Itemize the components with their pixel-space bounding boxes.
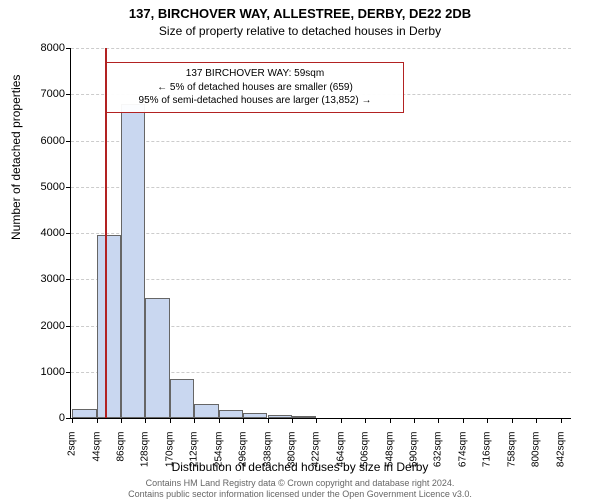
annotation-line: ← 5% of detached houses are smaller (659… bbox=[115, 81, 395, 95]
chart-container: 137, BIRCHOVER WAY, ALLESTREE, DERBY, DE… bbox=[0, 0, 600, 500]
x-tick bbox=[438, 418, 439, 423]
x-tick bbox=[414, 418, 415, 423]
grid-line bbox=[71, 279, 571, 280]
x-tick bbox=[463, 418, 464, 423]
annotation-box: 137 BIRCHOVER WAY: 59sqm← 5% of detached… bbox=[106, 62, 404, 113]
y-tick-label: 8000 bbox=[15, 42, 65, 54]
y-tick bbox=[66, 233, 71, 234]
x-tick bbox=[292, 418, 293, 423]
grid-line bbox=[71, 48, 571, 49]
plot-area: 0100020003000400050006000700080002sqm44s… bbox=[70, 48, 571, 419]
x-tick bbox=[341, 418, 342, 423]
x-tick bbox=[194, 418, 195, 423]
chart-footer: Contains HM Land Registry data © Crown c… bbox=[0, 478, 600, 500]
grid-line bbox=[71, 141, 571, 142]
footer-line2: Contains public sector information licen… bbox=[128, 489, 472, 499]
y-tick bbox=[66, 418, 71, 419]
histogram-bar bbox=[121, 104, 145, 419]
y-tick bbox=[66, 372, 71, 373]
x-tick bbox=[390, 418, 391, 423]
x-tick bbox=[243, 418, 244, 423]
y-tick bbox=[66, 187, 71, 188]
annotation-line: 137 BIRCHOVER WAY: 59sqm bbox=[115, 67, 395, 81]
histogram-bar bbox=[170, 379, 194, 418]
y-tick bbox=[66, 326, 71, 327]
histogram-bar bbox=[72, 409, 96, 418]
x-tick bbox=[72, 418, 73, 423]
y-tick bbox=[66, 94, 71, 95]
y-axis-title: Number of detached properties bbox=[9, 75, 23, 240]
chart-title-main: 137, BIRCHOVER WAY, ALLESTREE, DERBY, DE… bbox=[0, 6, 600, 21]
chart-title-sub: Size of property relative to detached ho… bbox=[0, 24, 600, 38]
x-tick bbox=[268, 418, 269, 423]
histogram-bar bbox=[219, 410, 243, 418]
y-tick-label: 2000 bbox=[15, 320, 65, 332]
x-tick bbox=[512, 418, 513, 423]
histogram-bar bbox=[145, 298, 169, 418]
grid-line bbox=[71, 233, 571, 234]
x-tick bbox=[170, 418, 171, 423]
histogram-bar bbox=[243, 413, 267, 418]
histogram-bar bbox=[194, 404, 218, 418]
x-tick bbox=[536, 418, 537, 423]
x-axis-title: Distribution of detached houses by size … bbox=[0, 460, 600, 474]
histogram-bar bbox=[268, 415, 292, 418]
y-tick bbox=[66, 141, 71, 142]
y-tick-label: 3000 bbox=[15, 273, 65, 285]
x-tick bbox=[121, 418, 122, 423]
x-tick bbox=[365, 418, 366, 423]
x-tick bbox=[97, 418, 98, 423]
x-tick bbox=[316, 418, 317, 423]
footer-line1: Contains HM Land Registry data © Crown c… bbox=[146, 478, 455, 488]
y-tick bbox=[66, 279, 71, 280]
histogram-bar bbox=[97, 235, 121, 418]
x-tick bbox=[219, 418, 220, 423]
x-tick bbox=[487, 418, 488, 423]
histogram-bar bbox=[292, 416, 316, 418]
y-tick-label: 1000 bbox=[15, 366, 65, 378]
y-tick-label: 0 bbox=[15, 412, 65, 424]
annotation-line: 95% of semi-detached houses are larger (… bbox=[115, 94, 395, 108]
x-tick bbox=[145, 418, 146, 423]
grid-line bbox=[71, 187, 571, 188]
x-tick bbox=[561, 418, 562, 423]
y-tick bbox=[66, 48, 71, 49]
